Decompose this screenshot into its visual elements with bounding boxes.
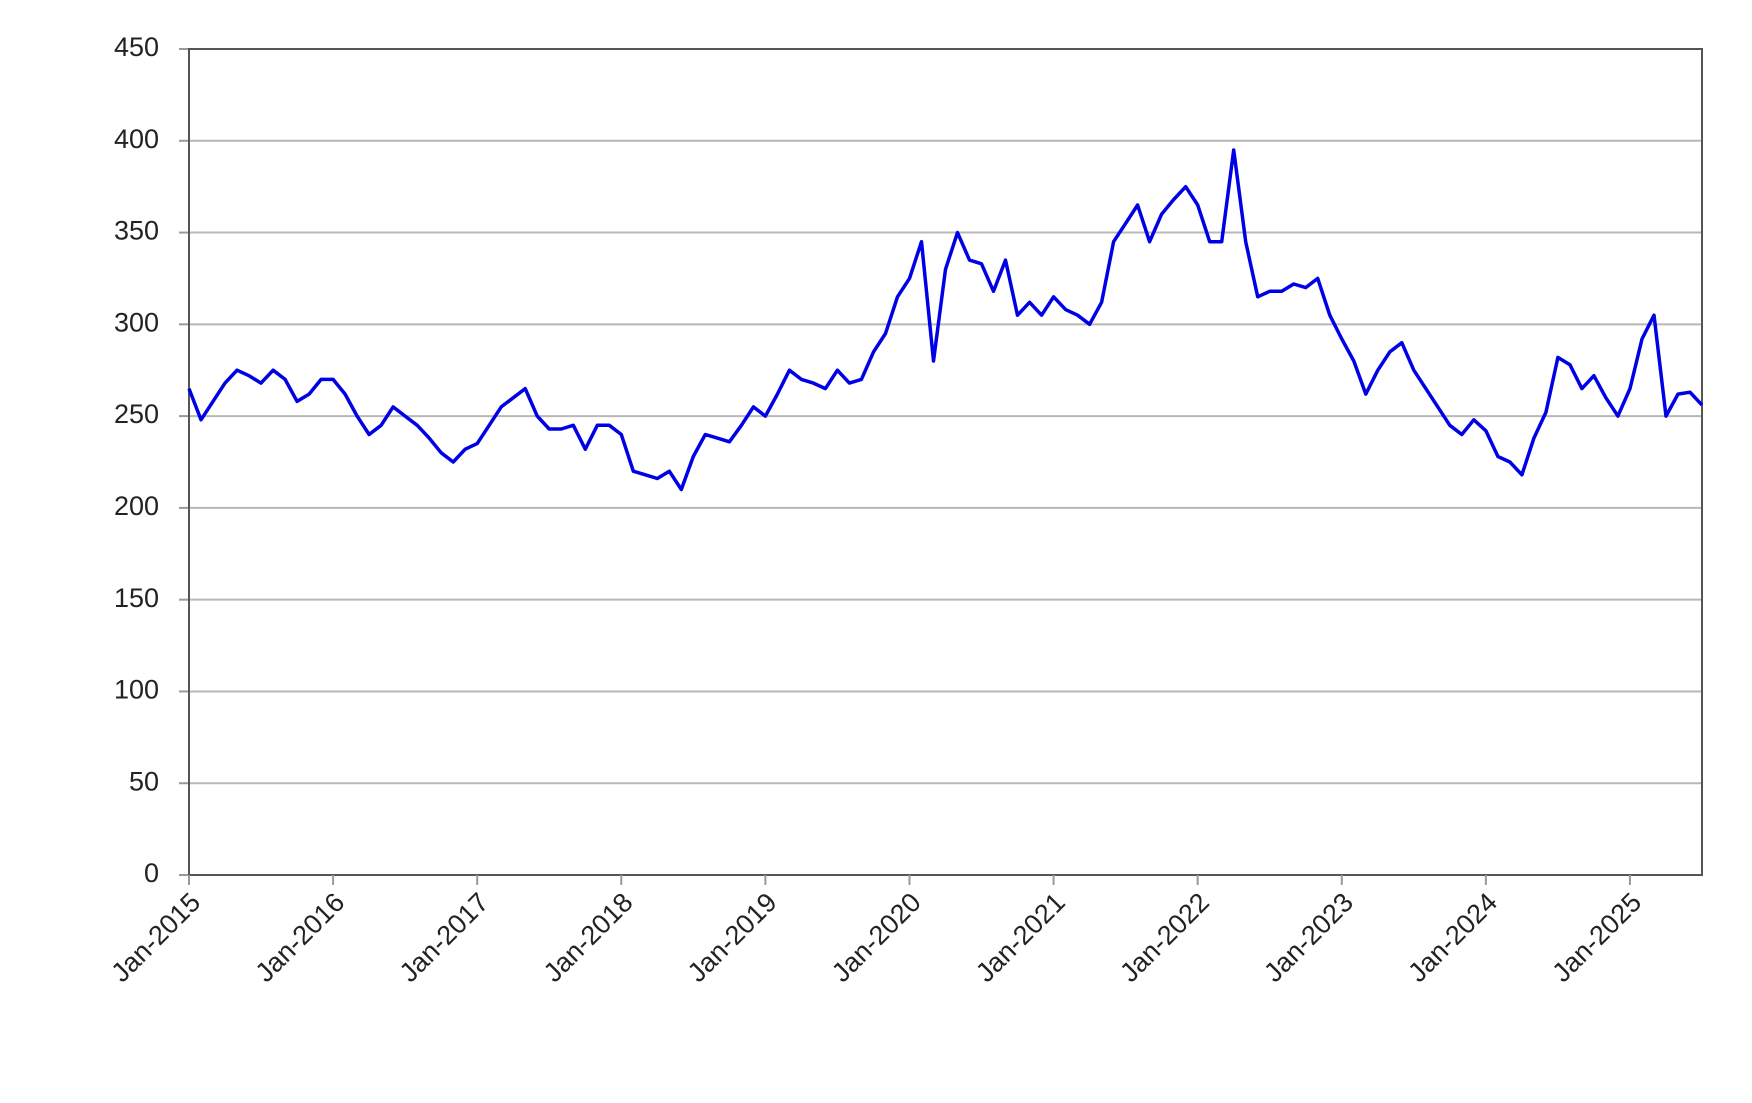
y-tick-label: 450 [114,32,159,62]
x-tick-label: Jan-2019 [682,887,783,988]
x-tick-label: Jan-2023 [1258,887,1359,988]
x-tick-label: Jan-2025 [1546,887,1647,988]
data-line [187,148,1704,492]
y-tick-label: 100 [114,675,159,705]
x-tick-label: Jan-2016 [250,887,351,988]
x-tick-label: Jan-2017 [394,887,495,988]
y-tick-label: 250 [114,399,159,429]
y-tick-label: 300 [114,307,159,337]
x-tick-label: Jan-2020 [826,887,927,988]
x-tick-label: Jan-2024 [1402,887,1503,988]
x-tick-label: Jan-2021 [970,887,1071,988]
y-tick-label: 150 [114,583,159,613]
y-tick-label: 50 [129,766,159,796]
plot-border [188,48,1703,876]
y-tick-label: 400 [114,124,159,154]
x-tick-label: Jan-2015 [105,887,206,988]
y-tick-label: 200 [114,491,159,521]
x-tick-label: Jan-2018 [538,887,639,988]
y-tick-label: 350 [114,216,159,246]
y-tick-label: 0 [144,858,159,888]
x-tick-label: Jan-2022 [1114,887,1215,988]
